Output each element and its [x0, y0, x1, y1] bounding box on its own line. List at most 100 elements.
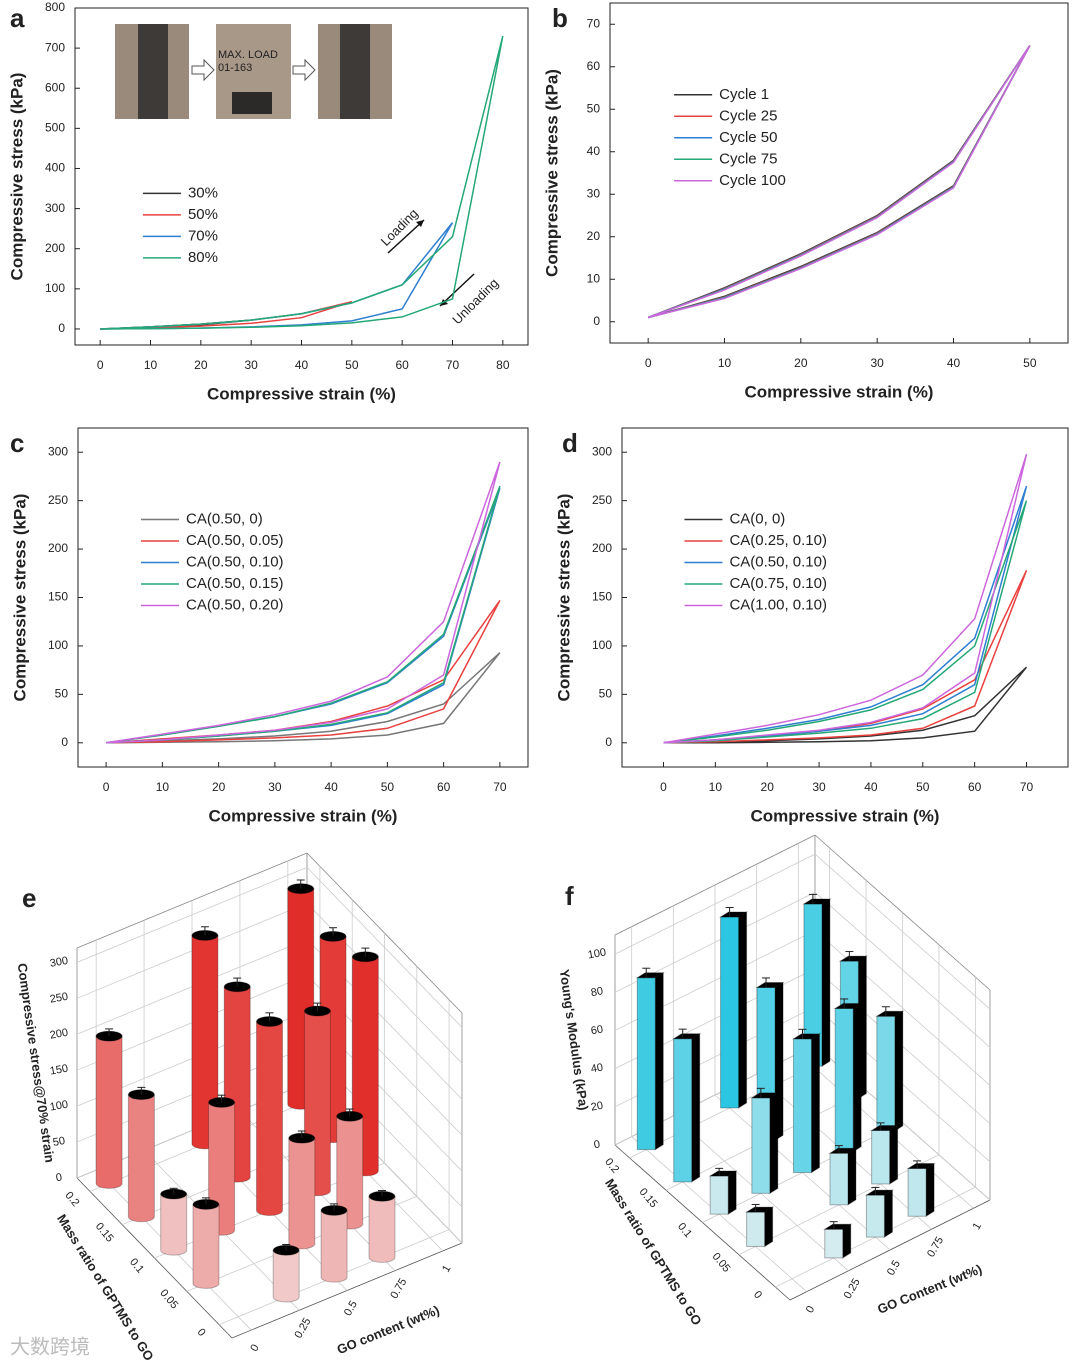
x-tick-label: 0.75	[925, 1235, 946, 1260]
bar-side	[842, 1223, 852, 1259]
series-line	[663, 666, 1028, 744]
grid-line	[614, 853, 816, 955]
y-tick-label: 150	[592, 590, 612, 604]
y-tick-label: 250	[48, 493, 68, 507]
arrow	[191, 58, 215, 82]
y-tick-label: 150	[48, 590, 68, 604]
series-line	[663, 453, 1028, 744]
x-tick-label: 10	[709, 780, 723, 794]
x-tick-label: 60	[395, 358, 409, 372]
x-tick-label: 20	[194, 358, 208, 372]
legend-label: CA(0.25, 0.10)	[729, 532, 827, 549]
y-tick-label: 200	[592, 541, 612, 555]
y-tick-label: 100	[592, 638, 612, 652]
x-tick-label: 0	[248, 1342, 261, 1353]
bar	[865, 1194, 885, 1238]
x-tick-label: 40	[864, 780, 878, 794]
photo-sample	[232, 92, 272, 114]
y-tick-label: 300	[592, 444, 612, 458]
inset-label: MAX. LOAD	[218, 49, 278, 61]
y-tick-label: 70	[587, 16, 601, 30]
x-tick-label: 50	[381, 780, 395, 794]
legend-label: CA(0.50, 0.05)	[186, 532, 284, 549]
legend-label: Cycle 75	[719, 150, 777, 167]
x-tick-label: 80	[496, 358, 510, 372]
x-tick-label: 0.5	[342, 1299, 360, 1318]
y-tick-label: 30	[587, 186, 601, 200]
bar-side	[852, 1002, 862, 1153]
bar-side	[738, 911, 748, 1109]
series-line	[100, 35, 504, 330]
y-axis-label: Compressive stress (kPa)	[554, 494, 573, 702]
bar-top	[802, 898, 832, 905]
x-tick-label: 50	[345, 358, 359, 372]
legend-label: CA(0.50, 0.10)	[186, 553, 284, 570]
y-tick-label: 100	[45, 281, 65, 295]
x-tick-label: 0.5	[885, 1258, 903, 1277]
z-tick-label: 60	[590, 1023, 604, 1037]
panel-letter: b	[552, 3, 568, 33]
z-tick-label: 100	[587, 946, 607, 961]
x-axis-label: Compressive strain (%)	[745, 382, 934, 401]
series-line	[647, 45, 1031, 319]
x-tick-label: 20	[212, 780, 226, 794]
bar-side	[883, 1189, 893, 1238]
legend-label: Cycle 50	[719, 129, 777, 146]
x-tick-label: 30	[268, 780, 282, 794]
legend-label: CA(0.50, 0)	[186, 510, 263, 527]
bar-top	[750, 1092, 780, 1099]
z-tick-label: 0	[55, 1171, 63, 1184]
bar	[824, 1228, 844, 1259]
bar-top	[744, 1206, 775, 1213]
y-tick-label: 0	[605, 735, 612, 749]
panel-letter: a	[10, 3, 25, 33]
watermark: 大数跨境	[10, 1335, 90, 1358]
bar	[834, 1007, 854, 1153]
y-tick-label: 0	[195, 1326, 208, 1338]
bar	[720, 916, 740, 1109]
arrow	[387, 219, 425, 254]
legend-label: CA(0, 0)	[729, 510, 785, 527]
y-tick-label: 50	[599, 687, 613, 701]
y-tick-label: 0.15	[93, 1221, 116, 1245]
x-axis-label: Compressive strain (%)	[207, 384, 396, 403]
x-tick-label: 1	[971, 1221, 984, 1232]
bar	[829, 1152, 849, 1206]
legend-label: Cycle 25	[719, 107, 777, 124]
grid-line	[76, 867, 308, 963]
series-line	[105, 485, 501, 744]
plot-frame	[609, 2, 1069, 344]
y-tick-label: 200	[45, 241, 65, 255]
y-tick-label: 0	[61, 735, 68, 749]
bar	[793, 1038, 812, 1174]
bar	[95, 1035, 123, 1189]
legend-label: CA(0.75, 0.10)	[729, 575, 827, 592]
x-tick-label: 60	[437, 780, 451, 794]
z-tick-label: 50	[52, 1135, 66, 1149]
z-tick-label: 20	[590, 1100, 604, 1114]
x-tick-label: 30	[812, 780, 826, 794]
bar	[368, 1195, 396, 1263]
y-tick-label: 50	[587, 101, 601, 115]
arrow-head	[416, 220, 424, 227]
bar-top	[755, 981, 785, 988]
legend-label: 50%	[188, 206, 218, 223]
legend-label: Cycle 100	[719, 172, 786, 189]
y-tick-label: 0.1	[127, 1256, 146, 1275]
x-tick-label: 0	[103, 780, 110, 794]
bar	[288, 1137, 316, 1250]
x-tick-label: 50	[916, 780, 930, 794]
z-tick-label: 150	[49, 1063, 69, 1078]
y-tick-label: 50	[55, 687, 69, 701]
bar-side	[925, 1162, 935, 1218]
bar-top	[823, 1223, 853, 1230]
y-tick-label: 0	[58, 321, 65, 335]
y-tick-label: 0.2	[602, 1156, 621, 1175]
x-tick-label: 60	[968, 780, 982, 794]
x-tick-label: 0	[97, 358, 104, 372]
bar-top	[838, 955, 869, 962]
grid-line	[814, 853, 991, 1010]
series-line	[663, 485, 1028, 744]
z-tick-label: 300	[49, 955, 69, 970]
